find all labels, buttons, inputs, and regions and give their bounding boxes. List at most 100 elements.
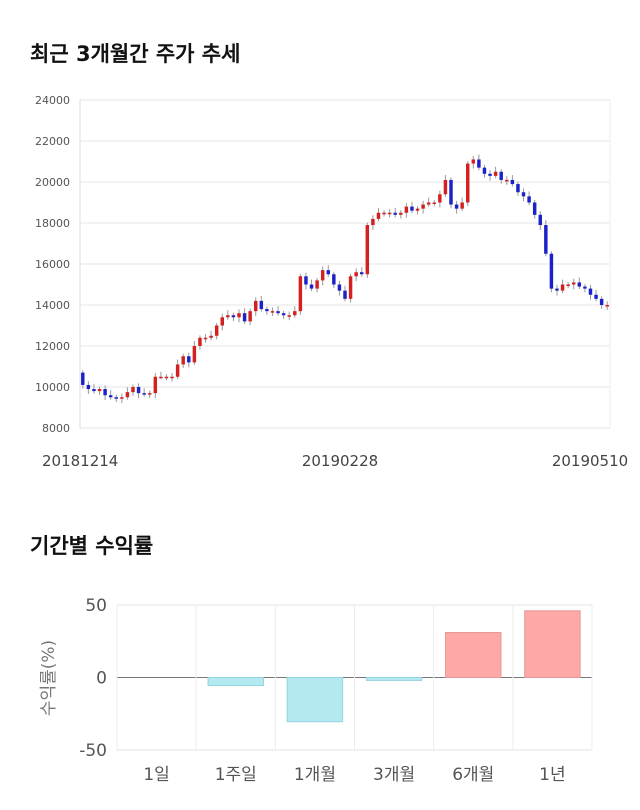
candle-body (499, 171, 503, 180)
candle-body (560, 284, 565, 291)
candle-body (426, 202, 431, 205)
candle-grid (79, 99, 611, 429)
candle-body (192, 346, 197, 363)
candle-body (276, 311, 280, 314)
candle-body (443, 179, 448, 195)
candle-body (387, 212, 392, 215)
candle-body (549, 253, 554, 289)
candle-y-tick-label: 24000 (35, 94, 70, 107)
candle-y-tick-label: 16000 (35, 258, 70, 271)
candle-body (159, 376, 163, 379)
return-bar (445, 632, 502, 678)
candle-body (248, 311, 252, 322)
returns-title: 기간별 수익률 (30, 534, 154, 558)
return-bar (286, 677, 344, 723)
return-bar (524, 610, 581, 678)
candle-body (605, 305, 609, 307)
candle-body (510, 179, 515, 185)
candle-body (86, 384, 91, 390)
candle-body (231, 315, 236, 318)
candle-body (81, 372, 85, 385)
bar-category-label: 6개월 (452, 765, 494, 785)
candle-body (516, 184, 520, 193)
candle-body (432, 202, 436, 204)
bar-category-label: 1주일 (215, 765, 257, 785)
candle-body (265, 309, 269, 312)
return-bar (207, 677, 264, 686)
candle-body (226, 315, 230, 318)
candle-body (164, 376, 169, 379)
candle-body (399, 212, 403, 215)
candle-body (415, 208, 420, 211)
candle-body (438, 194, 442, 203)
candle-body (153, 376, 158, 394)
candle-y-tick-label: 10000 (35, 381, 70, 394)
candle-body (175, 364, 180, 377)
candle-body (320, 270, 325, 281)
candle-body (360, 272, 364, 275)
bar-category-label: 1일 (143, 765, 169, 785)
candle-y-ticks: 8000 10000 12000 14000 16000 18000 20000 22000 2… (35, 94, 70, 435)
candle-body (136, 387, 141, 394)
candle-body (237, 313, 241, 318)
bar-marks (207, 610, 581, 723)
candle-body (555, 288, 559, 291)
candle-body (120, 397, 124, 399)
candle-body (287, 315, 291, 317)
candle-body (466, 163, 470, 203)
price-trend-title: 최근 3개월간 주가 추세 (30, 42, 241, 66)
candle-y-tick-label: 14000 (35, 299, 70, 312)
candle-body (521, 192, 526, 197)
candle-body (488, 173, 492, 176)
bar-y-tick-label: 50 (85, 596, 107, 616)
candle-body (242, 313, 247, 322)
candle-body (482, 167, 487, 174)
candle-body (493, 171, 498, 176)
candle-body (281, 313, 286, 316)
candle-body (198, 337, 202, 346)
candle-body (108, 395, 113, 398)
candle-body (293, 311, 297, 316)
bar-y-ticks: 50 0 -50 (79, 596, 107, 761)
candle-body (114, 397, 118, 399)
bar-y-tick-label: 0 (96, 669, 107, 689)
candle-body (544, 225, 548, 254)
candle-body (572, 282, 576, 285)
candle-body (254, 300, 258, 312)
bar-category-label: 1년 (539, 765, 565, 785)
candle-x-tick-label: 20190228 (302, 452, 378, 470)
candle-body (148, 393, 152, 395)
bar-category-label: 3개월 (373, 765, 415, 785)
candle-body (566, 284, 570, 286)
candle-body (181, 356, 185, 365)
candle-body (365, 225, 370, 275)
candle-body (298, 276, 303, 312)
bar-y-tick-label: -50 (79, 741, 107, 761)
candle-body (332, 274, 336, 285)
candle-y-tick-label: 20000 (35, 176, 70, 189)
candle-y-tick-label: 8000 (42, 422, 70, 435)
candle-body (594, 294, 598, 299)
candle-body (404, 206, 409, 213)
candle-body (187, 356, 191, 363)
candle-body (343, 290, 347, 299)
candle-body (577, 282, 582, 287)
bar-y-axis-label: 수익률(%) (39, 640, 59, 716)
candle-body (304, 276, 308, 285)
candle-body (315, 280, 319, 289)
bar-x-ticks: 1일 1주일 1개월 3개월 6개월 1년 (143, 765, 565, 785)
return-bar (365, 677, 423, 681)
candle-body (142, 393, 146, 395)
bar-category-label: 1개월 (294, 765, 336, 785)
candle-body (477, 159, 481, 168)
candle-body (471, 159, 476, 164)
bar-grid (116, 604, 593, 751)
candle-body (505, 179, 509, 182)
candle-body (583, 286, 587, 289)
candle-body (103, 389, 107, 396)
candle-body (203, 337, 208, 340)
candle-body (92, 389, 96, 392)
candle-x-tick-label: 20181214 (42, 452, 118, 470)
candle-body (460, 202, 464, 209)
candle-body (599, 298, 604, 305)
